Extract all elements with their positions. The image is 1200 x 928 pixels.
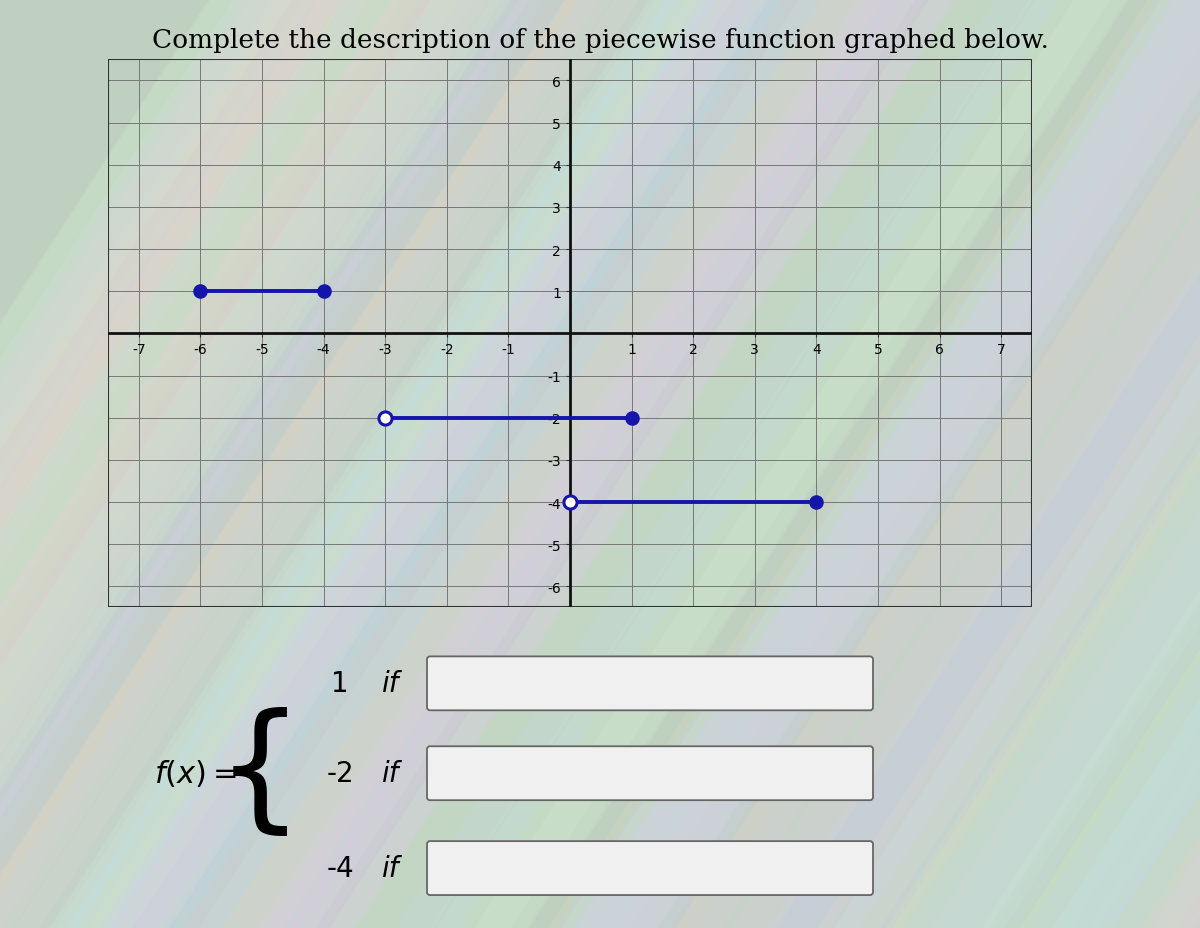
Polygon shape [0, 0, 367, 928]
Polygon shape [926, 0, 1200, 928]
Polygon shape [0, 0, 338, 928]
FancyBboxPatch shape [427, 841, 874, 896]
Polygon shape [834, 0, 1200, 928]
Polygon shape [0, 0, 344, 928]
FancyBboxPatch shape [427, 657, 874, 711]
Polygon shape [1103, 0, 1200, 928]
Polygon shape [0, 0, 601, 928]
Text: -2: -2 [326, 759, 354, 787]
Polygon shape [578, 0, 1200, 928]
Polygon shape [88, 0, 736, 928]
Polygon shape [817, 0, 1200, 928]
Polygon shape [0, 0, 638, 928]
Polygon shape [1140, 0, 1200, 928]
Text: Complete the description of the piecewise function graphed below.: Complete the description of the piecewis… [151, 28, 1049, 53]
Text: if: if [382, 759, 398, 787]
Text: {: { [216, 706, 304, 841]
Polygon shape [835, 0, 1200, 928]
Polygon shape [174, 0, 823, 928]
Polygon shape [109, 0, 757, 928]
Polygon shape [0, 0, 402, 928]
Polygon shape [437, 0, 1110, 928]
Polygon shape [892, 0, 1200, 928]
Polygon shape [199, 0, 916, 928]
Polygon shape [834, 0, 1200, 928]
Polygon shape [257, 0, 958, 928]
Polygon shape [0, 0, 289, 928]
Polygon shape [613, 0, 1200, 928]
Text: if: if [382, 670, 398, 698]
Polygon shape [0, 0, 511, 928]
Polygon shape [0, 0, 529, 928]
Polygon shape [97, 0, 763, 928]
Point [314, 285, 334, 300]
Polygon shape [0, 0, 546, 928]
Point [376, 411, 395, 426]
Polygon shape [0, 0, 612, 928]
Polygon shape [1145, 0, 1200, 928]
Point [560, 496, 580, 510]
Polygon shape [1054, 0, 1200, 928]
Polygon shape [572, 0, 1200, 928]
Polygon shape [731, 0, 1200, 928]
Polygon shape [0, 0, 292, 928]
Polygon shape [330, 0, 1032, 928]
Polygon shape [0, 0, 475, 928]
Polygon shape [548, 0, 1192, 928]
Polygon shape [557, 0, 1200, 928]
Polygon shape [475, 0, 1129, 928]
Polygon shape [55, 0, 698, 928]
Polygon shape [0, 0, 502, 928]
Polygon shape [772, 0, 1200, 928]
Polygon shape [0, 0, 488, 928]
Polygon shape [932, 0, 1200, 928]
FancyBboxPatch shape [427, 746, 874, 800]
Polygon shape [0, 0, 397, 928]
Point [191, 285, 210, 300]
Polygon shape [0, 0, 350, 928]
Polygon shape [396, 0, 1060, 928]
Text: -4: -4 [326, 854, 354, 883]
Point [806, 496, 826, 510]
Polygon shape [695, 0, 1200, 928]
Polygon shape [98, 0, 780, 928]
Polygon shape [430, 0, 1127, 928]
Polygon shape [1052, 0, 1200, 928]
Polygon shape [0, 0, 314, 928]
Polygon shape [886, 0, 1200, 928]
Polygon shape [0, 0, 420, 928]
Polygon shape [1177, 0, 1200, 928]
Polygon shape [0, 0, 341, 928]
Polygon shape [0, 0, 678, 928]
Polygon shape [103, 0, 784, 928]
Point [622, 411, 641, 426]
Polygon shape [14, 0, 707, 928]
Text: $f(x) =$: $f(x) =$ [154, 758, 236, 789]
Polygon shape [292, 0, 954, 928]
Polygon shape [222, 0, 883, 928]
Polygon shape [86, 0, 769, 928]
Polygon shape [268, 0, 925, 928]
Polygon shape [575, 0, 1200, 928]
Polygon shape [1028, 0, 1200, 928]
Text: if: if [382, 854, 398, 883]
Polygon shape [767, 0, 1200, 928]
Polygon shape [980, 0, 1200, 928]
Polygon shape [1087, 0, 1200, 928]
Polygon shape [562, 0, 1200, 928]
Polygon shape [182, 0, 900, 928]
Polygon shape [1109, 0, 1200, 928]
Polygon shape [130, 0, 774, 928]
Polygon shape [67, 0, 737, 928]
Polygon shape [908, 0, 1200, 928]
Polygon shape [0, 0, 438, 928]
Polygon shape [1020, 0, 1200, 928]
Polygon shape [676, 0, 1200, 928]
Text: 1: 1 [331, 670, 349, 698]
Polygon shape [1151, 0, 1200, 928]
Polygon shape [49, 0, 733, 928]
Polygon shape [0, 0, 458, 928]
Polygon shape [64, 0, 716, 928]
